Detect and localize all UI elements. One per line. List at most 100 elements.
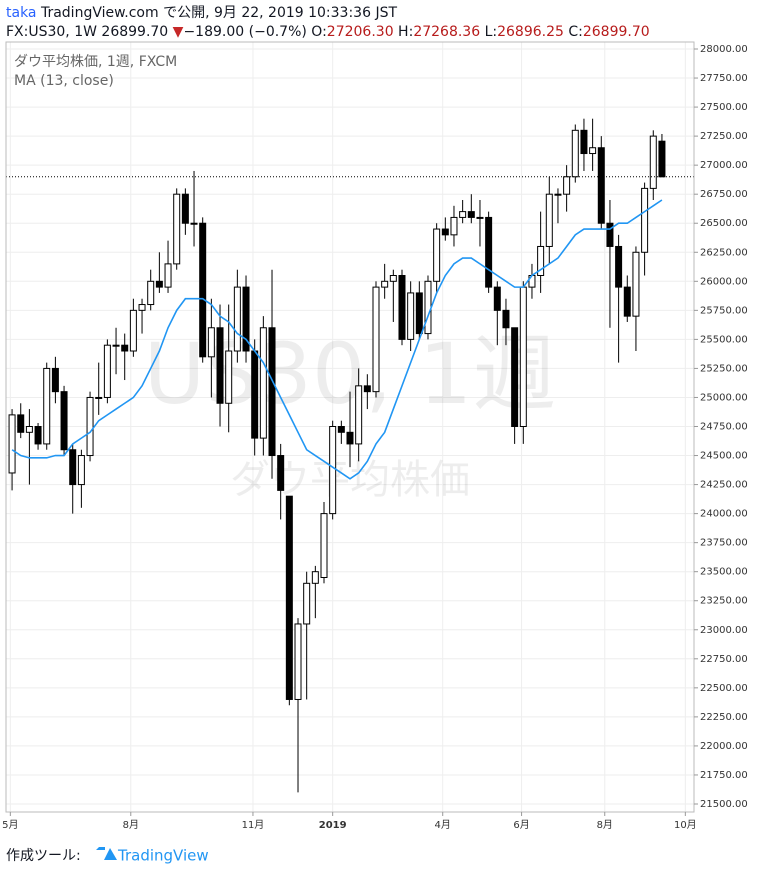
x-tick-label: 11月 xyxy=(242,819,265,831)
footer-brand[interactable]: TradingView xyxy=(117,847,209,865)
x-tick-label: 6月 xyxy=(513,819,529,831)
candle-body xyxy=(69,449,77,486)
candle-body xyxy=(563,176,571,195)
header-line1: taka TradingView.com で公開, 9月 22, 2019 10… xyxy=(6,5,397,21)
y-tick-label: 23250.00 xyxy=(700,596,748,607)
candle-body xyxy=(251,350,259,439)
y-tick-label: 24750.00 xyxy=(700,422,748,433)
candle-body xyxy=(537,245,545,276)
candle-body xyxy=(580,129,588,155)
y-tick-label: 26000.00 xyxy=(700,276,748,287)
x-tick-label: 8月 xyxy=(123,819,139,831)
candle-body xyxy=(103,344,111,398)
candle-body xyxy=(95,396,103,399)
candle-body xyxy=(329,426,337,515)
candle-body xyxy=(225,350,233,404)
candle-body xyxy=(389,275,397,282)
candle-body xyxy=(181,193,189,224)
candle-body xyxy=(502,309,510,329)
candle-body xyxy=(450,216,458,236)
header-segment: H: xyxy=(394,24,414,40)
candle-body xyxy=(467,211,475,218)
candle-body xyxy=(337,426,345,433)
candle-body xyxy=(268,327,276,457)
y-tick-label: 24250.00 xyxy=(700,480,748,491)
candle-body xyxy=(112,344,120,347)
header-segment: 27206.30 xyxy=(327,24,394,40)
candle-body xyxy=(372,286,380,393)
header-segment: ▼ xyxy=(173,24,184,40)
candle-body xyxy=(381,280,389,288)
candle-body xyxy=(60,391,68,451)
candle-body xyxy=(320,513,328,578)
y-tick-label: 22500.00 xyxy=(700,683,748,694)
candle-body xyxy=(493,286,501,311)
footer-label: 作成ツール: xyxy=(6,848,81,864)
legend-item: MA (13, close) xyxy=(14,73,114,89)
y-tick-label: 26750.00 xyxy=(700,189,748,200)
y-tick-label: 27250.00 xyxy=(700,131,748,142)
candle-body xyxy=(519,286,527,427)
header-segment: TradingView.com で公開, 9月 22, 2019 10:33:3… xyxy=(37,5,398,21)
header-segment: FX:US30, 1W 26899.70 xyxy=(6,24,173,40)
candle-body xyxy=(86,396,94,457)
candle-body xyxy=(294,623,302,700)
candle-body xyxy=(589,147,597,155)
y-tick-label: 25750.00 xyxy=(700,305,748,316)
candle-body xyxy=(658,140,666,178)
header-segment: C: xyxy=(564,24,583,40)
candle-body xyxy=(606,222,614,247)
y-tick-label: 22250.00 xyxy=(700,712,748,723)
candle-body xyxy=(43,367,51,445)
candle-body xyxy=(155,280,163,288)
candle-body xyxy=(164,263,172,288)
candle-body xyxy=(277,455,285,491)
candle-body xyxy=(346,431,354,445)
candle-body xyxy=(173,193,181,265)
candle-body xyxy=(121,344,129,352)
header-segment: 27268.36 xyxy=(413,24,480,40)
y-tick-label: 22000.00 xyxy=(700,741,748,752)
y-tick-label: 23750.00 xyxy=(700,538,748,549)
candle-body xyxy=(485,216,493,288)
y-tick-label: 22750.00 xyxy=(700,654,748,665)
candle-body xyxy=(147,280,155,306)
candle-body xyxy=(355,385,363,445)
candle-body xyxy=(641,187,649,253)
y-tick-label: 24500.00 xyxy=(700,451,748,462)
candle-body xyxy=(363,385,371,393)
y-tick-label: 26500.00 xyxy=(700,218,748,229)
x-tick-label: 4月 xyxy=(435,819,451,831)
candle-body xyxy=(407,292,415,340)
candle-body xyxy=(129,309,137,352)
y-tick-label: 23000.00 xyxy=(700,625,748,636)
ma-line xyxy=(11,199,663,480)
y-tick-label: 27000.00 xyxy=(700,160,748,171)
candle-body xyxy=(216,327,224,404)
candle-body xyxy=(259,327,267,439)
y-tick-label: 25500.00 xyxy=(700,334,748,345)
candle-body xyxy=(51,367,59,393)
y-tick-label: 27750.00 xyxy=(700,73,748,84)
candle-body xyxy=(303,582,311,625)
x-tick-label: 8月 xyxy=(597,819,613,831)
y-tick-label: 21500.00 xyxy=(700,799,748,810)
candle-body xyxy=(77,455,85,486)
header-segment: −189.00 (−0.7%) O: xyxy=(183,24,326,40)
marks xyxy=(6,118,694,793)
y-tick-label: 21750.00 xyxy=(700,770,748,781)
candle-body xyxy=(623,286,631,317)
candle-body xyxy=(649,135,657,189)
logo xyxy=(96,847,117,860)
candle-body xyxy=(571,129,579,178)
candle-body xyxy=(441,228,449,236)
header-segment: L: xyxy=(480,24,497,40)
candle-body xyxy=(632,251,640,317)
header-line2: FX:US30, 1W 26899.70 ▼−189.00 (−0.7%) O:… xyxy=(6,24,650,40)
header-segment: 26896.25 xyxy=(497,24,564,40)
header-segment: 26899.70 xyxy=(583,24,650,40)
candle-body xyxy=(433,228,441,282)
candle-body xyxy=(233,286,241,352)
y-tick-label: 25250.00 xyxy=(700,363,748,374)
